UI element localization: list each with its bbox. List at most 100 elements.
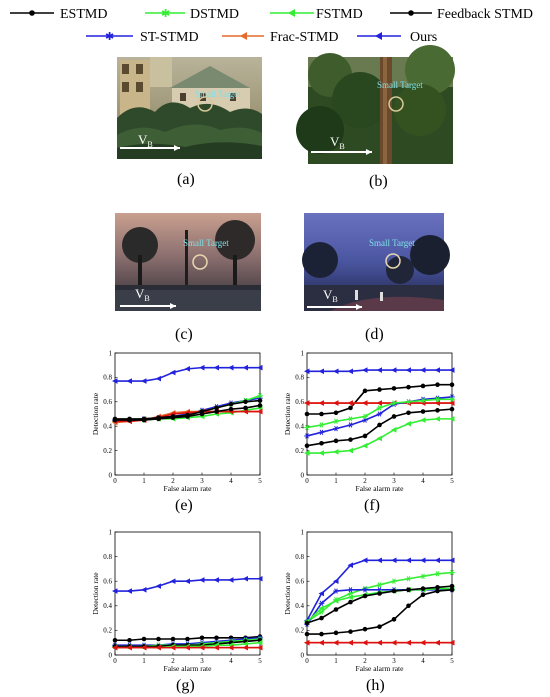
- data-point: [228, 644, 234, 651]
- data-point: [184, 578, 190, 584]
- y-tick-label: 0: [301, 651, 305, 659]
- legend-marker-star: ✱: [161, 8, 170, 20]
- data-point: [304, 450, 310, 456]
- data-point: [318, 400, 324, 406]
- series: [112, 575, 263, 594]
- data-point: [333, 368, 339, 375]
- y-axis-label: Detection rate: [91, 572, 100, 615]
- legend-item-estmd: ESTMD: [10, 7, 107, 22]
- data-point: [213, 644, 219, 651]
- data-point: [199, 577, 205, 583]
- x-tick-label: 2: [171, 477, 175, 485]
- y-tick-label: 1: [301, 528, 305, 536]
- series: [112, 403, 263, 423]
- series: [304, 416, 455, 456]
- data-point: [319, 411, 324, 417]
- data-point: [318, 368, 324, 375]
- data-point: [199, 411, 205, 417]
- data-point: [333, 639, 339, 646]
- data-point: [420, 417, 426, 423]
- data-point: [449, 382, 455, 388]
- data-point: [141, 587, 147, 593]
- series: [304, 639, 455, 646]
- legend-label: FSTMD: [316, 7, 363, 22]
- data-point: [333, 418, 339, 424]
- x-tick-label: 2: [363, 477, 367, 485]
- data-point: [405, 399, 412, 405]
- data-point: [126, 644, 132, 651]
- data-point: [127, 637, 132, 643]
- y-tick-label: 1: [109, 349, 113, 357]
- data-point: [348, 405, 353, 411]
- data-point: [257, 575, 263, 582]
- photo-d: Small Target VB: [302, 213, 450, 311]
- data-point: [333, 598, 339, 604]
- data-point: [213, 577, 219, 583]
- legend-item-frac-stmd: Frac-STMD: [222, 30, 338, 45]
- data-point: [434, 367, 440, 373]
- data-point: [318, 590, 324, 597]
- data-point: [304, 620, 310, 626]
- x-tick-label: 4: [229, 477, 233, 485]
- data-point: [141, 417, 147, 423]
- data-point: [318, 639, 324, 646]
- x-axis-label: False alarm rate: [356, 484, 405, 493]
- x-tick-label: 5: [258, 477, 262, 485]
- x-tick-label: 2: [363, 657, 367, 665]
- y-tick-label: 0.8: [295, 553, 304, 561]
- x-tick-label: 5: [450, 657, 454, 665]
- data-point: [391, 427, 397, 433]
- x-tick-label: 1: [142, 477, 146, 485]
- photo-a: Small Target VB: [117, 57, 262, 159]
- photo-annotation: Small Target: [195, 89, 241, 99]
- x-axis-label: False alarm rate: [356, 664, 405, 673]
- legend-label: Ours: [410, 30, 437, 45]
- data-point: [242, 641, 248, 647]
- panel-label-c: (c): [175, 326, 193, 343]
- data-point: [449, 557, 455, 564]
- data-point: [127, 417, 132, 423]
- y-tick-label: 0.6: [103, 578, 112, 586]
- data-point: [405, 367, 411, 373]
- data-point: [257, 408, 263, 415]
- data-point: [376, 582, 383, 588]
- data-point: [391, 578, 397, 584]
- y-tick-label: 0.2: [103, 627, 112, 635]
- data-point: [141, 636, 147, 642]
- data-point: [376, 367, 382, 373]
- y-tick-label: 0.6: [295, 578, 304, 586]
- data-point: [377, 387, 382, 392]
- y-tick-label: 0.2: [295, 627, 304, 635]
- velocity-label: V: [138, 132, 148, 147]
- data-point: [391, 400, 397, 406]
- data-point: [362, 433, 368, 439]
- data-point: [376, 557, 382, 564]
- data-point: [449, 569, 455, 576]
- series: [304, 583, 455, 626]
- data-point: [449, 396, 455, 403]
- data-point: [185, 414, 190, 419]
- x-tick-label: 0: [305, 477, 309, 485]
- data-point: [434, 416, 440, 422]
- legend-marker-dot: [29, 10, 35, 16]
- x-tick-label: 4: [421, 477, 425, 485]
- data-point: [405, 557, 411, 564]
- data-point: [319, 631, 324, 637]
- data-point: [257, 403, 263, 408]
- series: [304, 367, 455, 375]
- panel-label-g: (g): [176, 677, 195, 694]
- velocity-subscript: B: [147, 140, 152, 149]
- x-tick-label: 2: [171, 657, 175, 665]
- data-point: [362, 593, 368, 599]
- x-tick-label: 5: [450, 477, 454, 485]
- data-point: [257, 639, 263, 646]
- data-point: [318, 422, 325, 428]
- x-tick-label: 1: [334, 657, 338, 665]
- y-tick-label: 0: [109, 651, 113, 659]
- data-point: [449, 583, 455, 589]
- data-point: [228, 364, 234, 371]
- velocity-label: V: [135, 286, 145, 301]
- data-point: [184, 644, 190, 651]
- y-tick-label: 0: [301, 471, 305, 479]
